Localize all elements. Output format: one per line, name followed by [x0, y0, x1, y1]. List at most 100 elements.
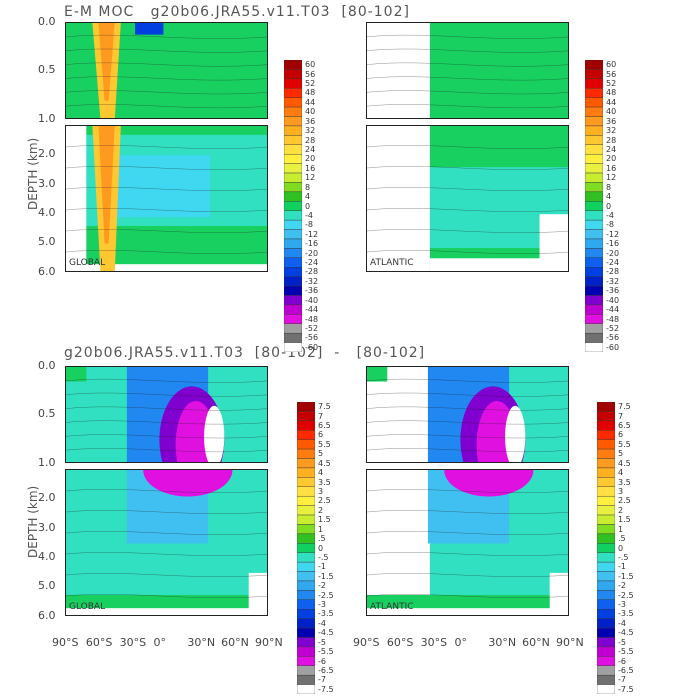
colorbar-label: 32 — [305, 126, 316, 136]
panel-3-up — [366, 366, 569, 463]
colorbar-swatch — [597, 609, 615, 619]
colorbar-swatch — [597, 477, 615, 487]
colorbar-label: -5.5 — [618, 647, 634, 657]
colorbar-label: 4 — [305, 192, 311, 202]
colorbar-label: 6.5 — [618, 421, 631, 431]
x-tick-label: 60°N — [522, 636, 550, 649]
colorbar-swatch — [585, 295, 603, 306]
colorbar-label: 4 — [606, 192, 612, 202]
colorbar-swatch — [297, 486, 315, 497]
colorbar-swatch — [585, 229, 603, 240]
colorbar-swatch — [297, 571, 315, 582]
colorbar-label: -3.5 — [318, 609, 334, 619]
colorbar-label: -24 — [305, 258, 319, 268]
y-tick-label: 2.0 — [38, 491, 56, 504]
colorbar-swatch — [284, 172, 302, 183]
colorbar-swatch — [284, 153, 302, 164]
colorbar-swatch — [597, 599, 615, 610]
colorbar-swatch — [297, 430, 315, 440]
y-tick-label: 1.0 — [38, 112, 56, 125]
colorbar-swatch — [585, 267, 603, 277]
colorbar-swatch — [284, 229, 302, 240]
colorbar-label: 7.5 — [318, 402, 331, 412]
colorbar-label: -4.5 — [618, 628, 634, 638]
colorbar-swatch — [585, 106, 603, 117]
y-tick-label: 4.0 — [38, 206, 56, 219]
colorbar-label: -52 — [305, 323, 319, 333]
colorbar-label: -2.5 — [318, 590, 334, 600]
colorbar-label: 32 — [606, 126, 617, 136]
colorbar-swatch — [284, 257, 302, 268]
colorbar-swatch — [297, 533, 315, 544]
colorbar-swatch — [297, 637, 315, 648]
colorbar-label: 3 — [618, 486, 624, 496]
colorbar-label: -60 — [606, 342, 620, 352]
colorbar-label: -4 — [618, 618, 626, 628]
colorbar-label: -40 — [606, 295, 620, 305]
colorbar-swatch — [284, 60, 302, 70]
panel-label: GLOBAL — [69, 258, 106, 268]
colorbar-swatch — [585, 125, 603, 136]
colorbar-swatch — [585, 97, 603, 108]
panel-0-lo — [65, 125, 268, 272]
colorbar-label: 16 — [606, 163, 617, 173]
colorbar-swatch — [297, 674, 315, 685]
colorbar-label: 40 — [606, 107, 617, 117]
colorbar-label: 4 — [318, 468, 324, 478]
panel-1-lo — [366, 125, 569, 272]
colorbar-swatch — [597, 571, 615, 582]
colorbar-swatch — [297, 684, 315, 694]
colorbar-swatch — [585, 323, 603, 334]
colorbar-label: -1 — [618, 562, 626, 572]
colorbar-label: -5 — [318, 637, 326, 647]
colorbar-swatch — [597, 590, 615, 601]
colorbar-swatch — [297, 599, 315, 610]
colorbar-label: 20 — [606, 154, 617, 164]
colorbar-label: 56 — [606, 69, 617, 79]
colorbar-label: 60 — [305, 60, 316, 70]
colorbar-label: -7.5 — [318, 684, 334, 694]
x-tick-label: 30°N — [187, 636, 216, 649]
colorbar-swatch — [597, 514, 615, 525]
colorbar-swatch — [597, 674, 615, 685]
colorbar-label: 8 — [305, 182, 311, 192]
colorbar-bottom-right — [597, 402, 615, 694]
colorbar-label: 44 — [305, 97, 316, 107]
colorbar-label: 3 — [318, 486, 324, 496]
colorbar-swatch — [585, 238, 603, 249]
colorbar-swatch — [597, 580, 615, 591]
colorbar-label: -1 — [318, 562, 326, 572]
colorbar-label: -3 — [318, 600, 326, 610]
colorbar-swatch — [284, 78, 302, 89]
colorbar-label: -28 — [606, 267, 620, 277]
colorbar-swatch — [284, 285, 302, 296]
colorbar-label: -56 — [606, 333, 620, 343]
colorbar-label: -28 — [305, 267, 319, 277]
colorbar-label: -7 — [618, 675, 626, 685]
bottom-title: g20b06.JRA55.v11.T03 [80-102] - [80-102] — [64, 345, 426, 361]
colorbar-label: -32 — [606, 276, 620, 286]
colorbar-swatch — [284, 276, 302, 287]
colorbar-swatch — [284, 332, 302, 343]
colorbar-label: 24 — [606, 144, 617, 154]
y-tick-label: 5.0 — [38, 235, 56, 248]
colorbar-swatch — [297, 524, 315, 535]
colorbar-label: 28 — [606, 135, 617, 145]
colorbar-swatch — [585, 257, 603, 268]
colorbar-label: -44 — [606, 305, 620, 315]
panel-0-up-plot — [66, 23, 267, 118]
panel-2-up-plot — [66, 367, 267, 462]
colorbar-swatch — [585, 219, 603, 230]
colorbar-swatch — [597, 637, 615, 648]
colorbar-label: -6.5 — [318, 665, 334, 675]
x-tick-label: 60°S — [85, 636, 113, 649]
colorbar-label: 1.5 — [318, 515, 331, 525]
colorbar-swatch — [585, 144, 603, 155]
panel-2-up — [65, 366, 268, 463]
colorbar-swatch — [284, 219, 302, 230]
colorbar-swatch — [284, 116, 302, 127]
colorbar-label: 0 — [318, 543, 324, 553]
colorbar-swatch — [284, 304, 302, 315]
colorbar-label: 6 — [318, 430, 324, 440]
colorbar-label: .5 — [618, 534, 626, 544]
